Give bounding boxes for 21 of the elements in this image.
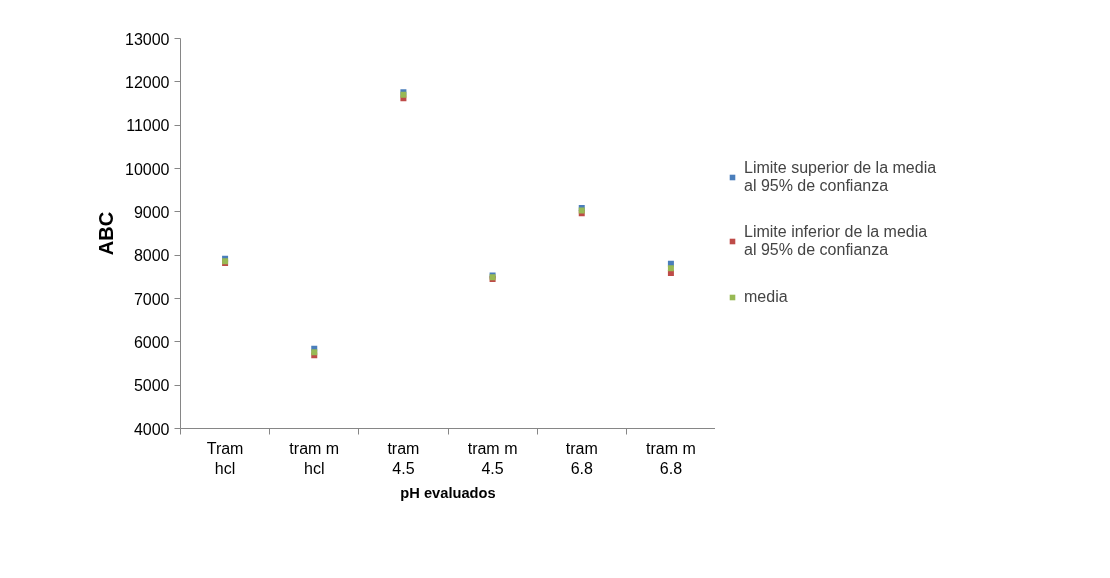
y-tick-label: 7000 xyxy=(133,290,170,308)
x-tick-label: tram m hcl xyxy=(289,439,340,477)
x-axis-title: pH evaluados xyxy=(400,484,496,501)
x-tick-label: tram 6.8 xyxy=(565,439,598,477)
x-tick-label: Tram hcl xyxy=(206,439,244,477)
y-tick-label: 12000 xyxy=(125,73,170,91)
y-tick-label: 5000 xyxy=(133,377,170,395)
y-tick-label: 6000 xyxy=(133,333,170,351)
y-tick-label: 8000 xyxy=(133,247,170,265)
x-tick-label: tram m 4.5 xyxy=(467,439,518,477)
y-tick-label: 9000 xyxy=(133,203,170,221)
x-tick-label: tram m 6.8 xyxy=(646,439,696,477)
x-tick-label: tram 4.5 xyxy=(387,439,420,477)
legend-label: media xyxy=(744,287,788,307)
y-tick-label: 11000 xyxy=(126,117,170,135)
y-tick-label: 13000 xyxy=(125,30,170,48)
y-tick-label: 10000 xyxy=(125,160,170,178)
legend-label: Limite inferior de la media al 95% de confianza xyxy=(744,223,928,259)
legend-label: Limite superior de la media al 95% de confianza xyxy=(744,159,937,195)
y-axis-title: ABC xyxy=(95,211,118,256)
y-tick-label: 4000 xyxy=(133,420,170,438)
